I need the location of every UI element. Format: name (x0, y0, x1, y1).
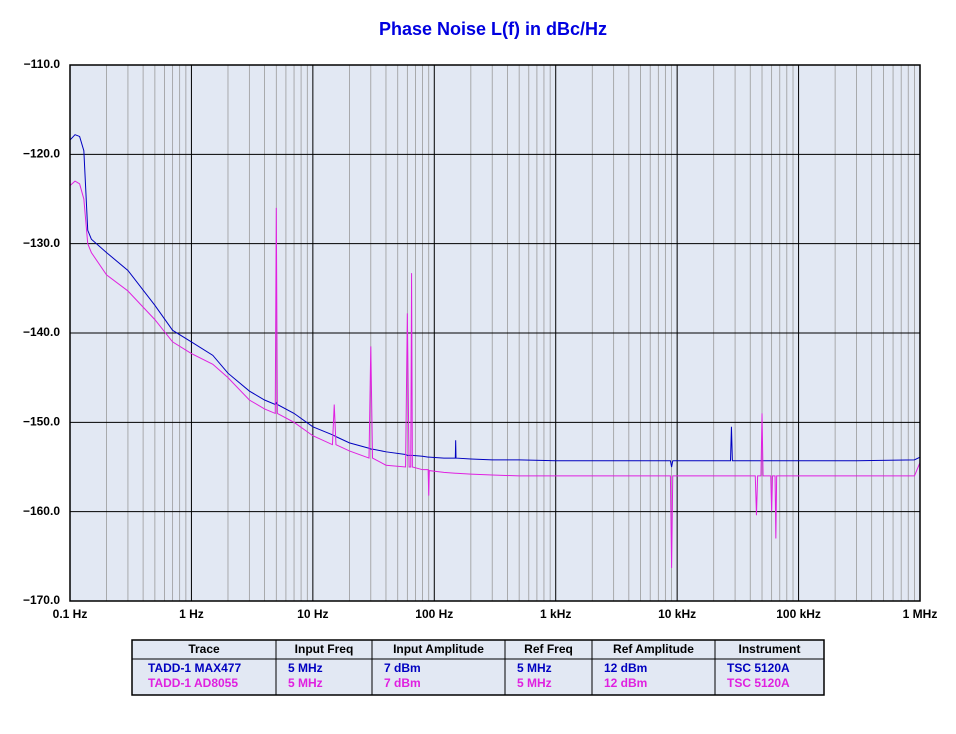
y-tick-label: −110.0 (24, 57, 61, 71)
table-cell: 12 dBm (604, 661, 647, 675)
legend-table (131, 639, 825, 696)
chart-title: Phase Noise L(f) in dBc/Hz (379, 19, 607, 39)
table-header: Trace (188, 642, 220, 656)
x-tick-label: 0.1 Hz (53, 607, 88, 621)
table-header: Instrument (738, 642, 800, 656)
table-header: Ref Amplitude (613, 642, 694, 656)
x-tick-label: 1 Hz (179, 607, 204, 621)
legend-label: TADD-1 MAX477 (148, 661, 241, 675)
table-cell: 12 dBm (604, 676, 647, 690)
y-tick-label: −170.0 (23, 593, 60, 607)
x-tick-label: 10 kHz (658, 607, 696, 621)
table-header: Ref Freq (524, 642, 573, 656)
table-cell: 5 MHz (517, 676, 552, 690)
y-tick-label: −140.0 (23, 325, 60, 339)
x-tick-label: 100 kHz (776, 607, 821, 621)
table-header: Input Freq (295, 642, 354, 656)
x-tick-label: 100 Hz (415, 607, 453, 621)
table-cell: 5 MHz (288, 661, 323, 675)
table-cell: 7 dBm (384, 661, 421, 675)
table-header: Input Amplitude (393, 642, 484, 656)
legend-label: TADD-1 AD8055 (148, 676, 238, 690)
table-cell: 5 MHz (288, 676, 323, 690)
plot-border (69, 64, 921, 602)
y-tick-label: −130.0 (23, 236, 60, 250)
series-line (69, 180, 921, 568)
table-cell: TSC 5120A (727, 676, 790, 690)
table-cell: 7 dBm (384, 676, 421, 690)
table-cell: 5 MHz (517, 661, 552, 675)
y-tick-label: −150.0 (23, 415, 60, 429)
x-tick-label: 10 Hz (297, 607, 328, 621)
table-cell: TSC 5120A (727, 661, 790, 675)
y-tick-label: −160.0 (23, 504, 60, 518)
x-tick-label: 1 MHz (903, 607, 938, 621)
x-tick-label: 1 kHz (540, 607, 571, 621)
y-tick-label: −120.0 (23, 147, 60, 161)
